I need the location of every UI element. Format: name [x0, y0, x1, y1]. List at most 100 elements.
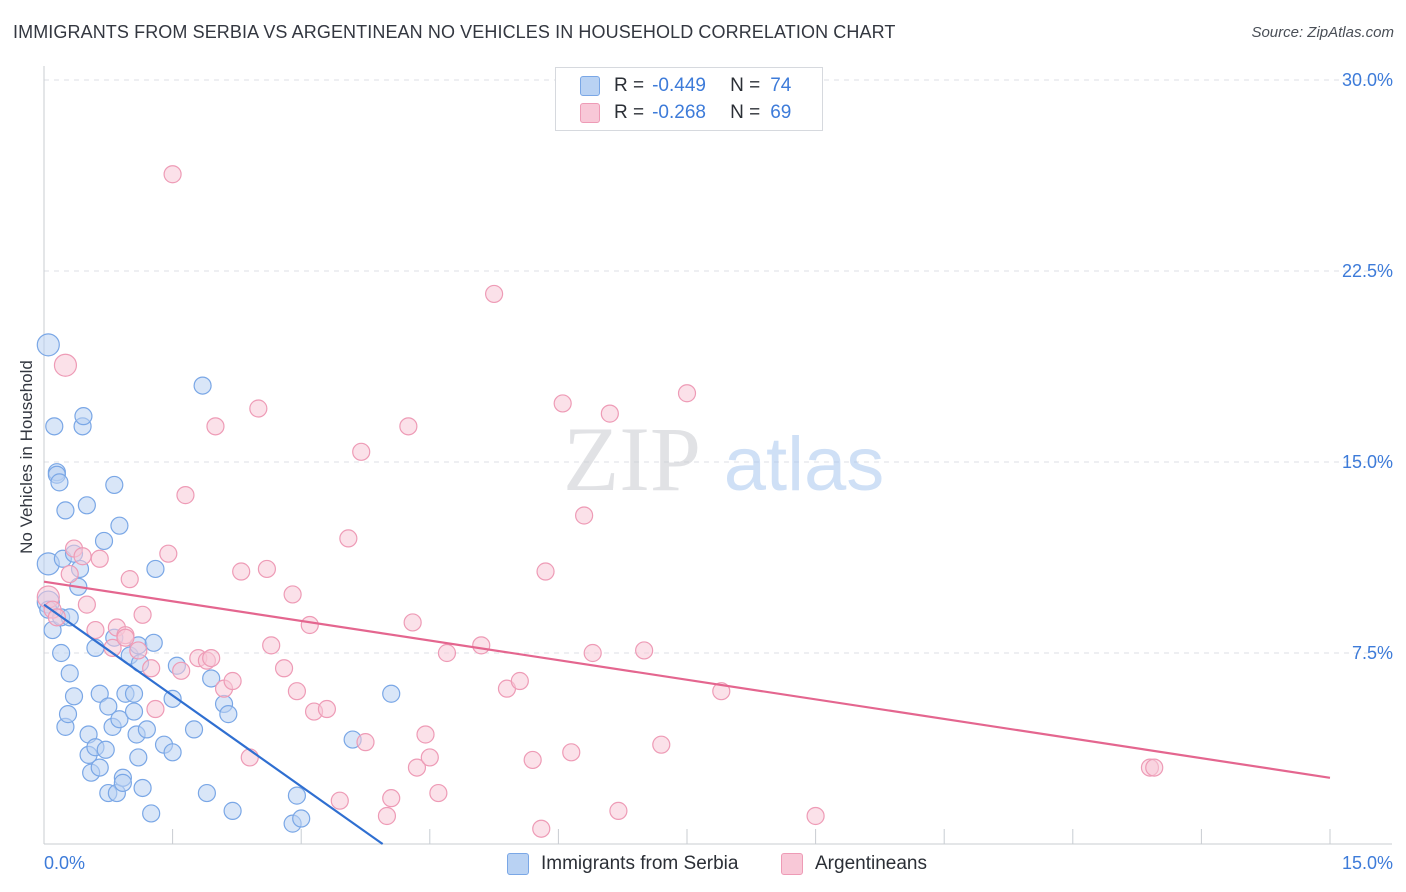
- legend-r-label: R =: [614, 75, 645, 96]
- point-serbia: [56, 501, 75, 520]
- points: [36, 165, 1164, 838]
- point-serbia: [124, 684, 144, 703]
- point-serbia: [133, 778, 152, 798]
- point-argentineans: [416, 725, 435, 744]
- point-argentineans: [1145, 758, 1164, 777]
- point-argentineans: [142, 659, 161, 678]
- point-serbia: [60, 664, 79, 683]
- point-serbia: [52, 643, 71, 663]
- point-serbia: [90, 684, 109, 703]
- point-argentineans: [356, 733, 375, 752]
- point-serbia: [163, 689, 182, 708]
- point-argentineans: [47, 608, 66, 627]
- point-argentineans: [399, 417, 418, 436]
- y-axis-label: No Vehicles in Household: [17, 360, 36, 554]
- point-argentineans: [53, 353, 78, 377]
- point-serbia: [163, 743, 182, 762]
- point-argentineans: [330, 791, 349, 810]
- trend-lines: [43, 580, 1331, 845]
- point-argentineans: [553, 394, 572, 413]
- point-argentineans: [172, 661, 191, 680]
- point-argentineans: [536, 562, 555, 581]
- point-serbia: [36, 333, 60, 357]
- point-argentineans: [317, 699, 337, 719]
- point-serbia: [94, 531, 114, 551]
- point-serbia: [45, 417, 64, 436]
- point-serbia: [110, 516, 129, 535]
- y-tick-label: 22.5%: [1342, 261, 1393, 281]
- legend-n-label: N =: [730, 102, 761, 123]
- point-argentineans: [202, 648, 221, 668]
- point-argentineans: [575, 506, 594, 525]
- point-argentineans: [120, 570, 139, 589]
- tick-labels: 7.5% 15.0% 22.5% 30.0% 0.0% 15.0%: [44, 70, 1393, 873]
- point-argentineans: [159, 544, 178, 563]
- point-argentineans: [257, 559, 277, 579]
- trend-line-serbia: [43, 603, 384, 845]
- point-argentineans: [73, 547, 92, 566]
- point-serbia: [77, 496, 96, 515]
- bottom-legend-swatch-argentineans: [781, 853, 803, 875]
- point-serbia: [99, 697, 118, 716]
- point-argentineans: [146, 699, 165, 719]
- bottom-legend-argentineans: Argentineans: [781, 852, 927, 876]
- point-serbia: [223, 801, 242, 820]
- point-serbia: [137, 720, 156, 739]
- point-argentineans: [274, 659, 294, 678]
- x-tick-label: 0.0%: [44, 853, 85, 873]
- chart-title: IMMIGRANTS FROM SERBIA VS ARGENTINEAN NO…: [13, 22, 896, 42]
- point-argentineans: [86, 620, 105, 640]
- point-serbia: [144, 633, 163, 652]
- point-argentineans: [77, 595, 96, 614]
- bottom-legend-serbia: Immigrants from Serbia: [507, 852, 738, 876]
- point-argentineans: [806, 806, 825, 826]
- point-argentineans: [133, 605, 152, 624]
- legend-r-value: -0.268: [652, 102, 706, 123]
- legend-n-label: N =: [730, 75, 761, 96]
- point-argentineans: [377, 806, 397, 826]
- point-argentineans: [300, 615, 319, 635]
- point-argentineans: [90, 549, 109, 568]
- point-serbia: [202, 669, 221, 688]
- point-argentineans: [283, 585, 302, 604]
- point-argentineans: [600, 404, 619, 423]
- point-argentineans: [712, 682, 731, 701]
- bottom-legend-label-serbia: Immigrants from Serbia: [541, 853, 739, 874]
- point-argentineans: [287, 682, 307, 701]
- point-argentineans: [223, 671, 242, 691]
- legend-row-serbia: R = -0.449 N = 74: [580, 74, 791, 98]
- point-argentineans: [635, 641, 654, 660]
- point-serbia: [105, 475, 124, 495]
- point-serbia: [50, 473, 69, 492]
- point-argentineans: [485, 284, 504, 304]
- y-tick-label: 7.5%: [1352, 643, 1393, 663]
- point-argentineans: [652, 735, 671, 754]
- source-label: Source: ZipAtlas.com: [1251, 24, 1394, 41]
- point-argentineans: [609, 801, 628, 820]
- point-argentineans: [116, 628, 135, 647]
- point-argentineans: [240, 748, 259, 767]
- point-argentineans: [249, 399, 268, 418]
- x-tick-label: 15.0%: [1342, 853, 1393, 873]
- point-argentineans: [206, 417, 225, 436]
- point-serbia: [110, 710, 129, 729]
- point-serbia: [142, 804, 161, 823]
- legend-row-argentineans: R = -0.268 N = 69: [580, 101, 791, 125]
- point-argentineans: [382, 789, 401, 808]
- y-tick-label: 30.0%: [1342, 70, 1393, 90]
- point-argentineans: [163, 165, 182, 184]
- point-serbia: [113, 773, 132, 792]
- point-serbia: [197, 783, 216, 803]
- point-serbia: [193, 376, 212, 395]
- watermark: ZIP atlas: [563, 408, 884, 510]
- bottom-legend-swatch-serbia: [507, 853, 529, 875]
- point-argentineans: [339, 529, 358, 548]
- point-serbia: [129, 748, 148, 767]
- point-serbia: [58, 705, 78, 724]
- point-argentineans: [510, 671, 529, 691]
- legend-r-value: -0.449: [652, 75, 706, 96]
- point-argentineans: [677, 384, 697, 403]
- point-serbia: [96, 740, 115, 759]
- legend-n-value: 69: [770, 102, 792, 123]
- y-tick-label: 15.0%: [1342, 452, 1393, 472]
